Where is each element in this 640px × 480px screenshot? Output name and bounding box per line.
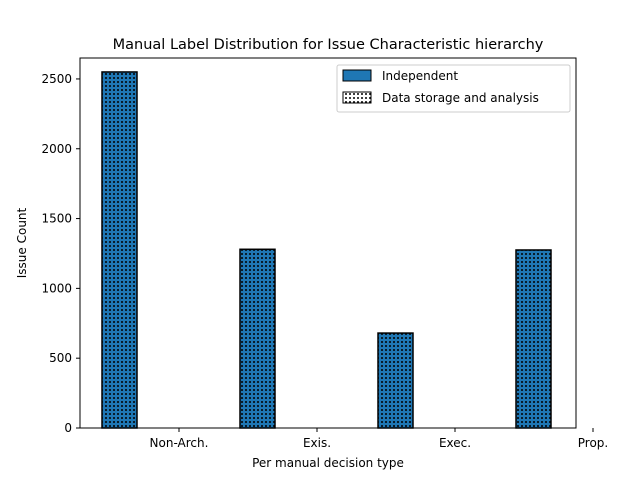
legend-label-data-storage: Data storage and analysis bbox=[382, 91, 539, 105]
bar-non-arch bbox=[101, 71, 138, 429]
bar-prop bbox=[515, 249, 552, 429]
x-tick-label: Non-Arch. bbox=[150, 436, 209, 450]
bar-exec bbox=[377, 332, 414, 429]
y-tick-label: 1000 bbox=[41, 281, 72, 295]
legend-label-independent: Independent bbox=[382, 69, 458, 83]
plot-area: 0 500 1000 1500 2000 2500 Non-Arch. Exis. Exec. P… bbox=[41, 71, 608, 450]
legend-box bbox=[336, 64, 571, 113]
bar-exis bbox=[239, 248, 276, 429]
x-tick-label: Exec. bbox=[439, 436, 471, 450]
legend: Independent Data storage and analysis bbox=[336, 64, 571, 113]
legend-swatch-independent bbox=[342, 69, 372, 82]
y-tick-label: 0 bbox=[64, 421, 72, 435]
y-tick-label: 2000 bbox=[41, 142, 72, 156]
x-tick-label: Prop. bbox=[578, 436, 608, 450]
plot-frame bbox=[79, 57, 577, 429]
x-axis-label: Per manual decision type bbox=[252, 456, 404, 470]
chart-title: Manual Label Distribution for Issue Char… bbox=[113, 37, 544, 53]
legend-swatch-data-storage bbox=[342, 91, 372, 104]
y-axis-label: Issue Count bbox=[15, 207, 29, 278]
y-tick-label: 2500 bbox=[41, 72, 72, 86]
x-tick-label: Exis. bbox=[303, 436, 331, 450]
y-tick-label: 500 bbox=[49, 351, 72, 365]
y-tick-label: 1500 bbox=[41, 212, 72, 226]
